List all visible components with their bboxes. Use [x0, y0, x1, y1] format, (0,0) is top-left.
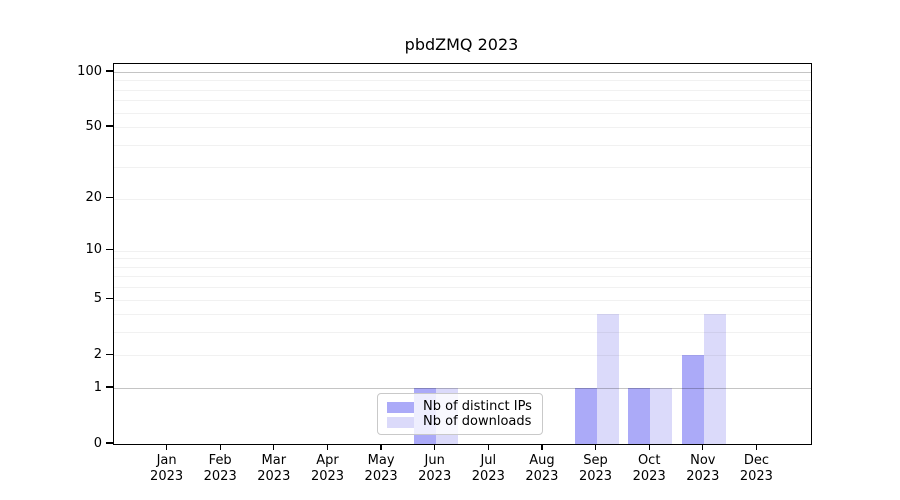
x-tick-mark — [219, 444, 221, 451]
x-tick-mark — [165, 444, 168, 451]
x-tick-label-year: 2023 — [632, 469, 666, 484]
x-tick-label-month: Jul — [480, 453, 497, 468]
y-tick-label: 2 — [93, 346, 102, 362]
x-tick-mark — [702, 444, 704, 451]
x-tick-mark — [380, 444, 382, 451]
x-tick-mark — [434, 444, 436, 451]
bar-nb-of-downloads — [650, 388, 673, 444]
x-tick-label: Nov 2023 — [673, 453, 733, 485]
x-tick-label-month: Feb — [208, 453, 232, 468]
bar-nb-of-distinct-ips — [681, 355, 704, 444]
y-tick-label: 5 — [93, 291, 102, 307]
y-tick-mark — [106, 386, 113, 388]
x-tick-mark — [648, 444, 650, 451]
legend-label-distinct-ips: Nb of distinct IPs — [423, 399, 532, 414]
x-tick-mark — [541, 444, 543, 451]
x-tick-label-year: 2023 — [150, 469, 184, 484]
legend-entry: Nb of distinct IPs — [387, 400, 533, 414]
legend-swatch-distinct-ips — [387, 401, 414, 413]
y-tick-label: 20 — [85, 190, 102, 206]
x-tick-label-year: 2023 — [257, 469, 291, 484]
x-tick-label-month: Dec — [743, 453, 769, 468]
x-tick-label: May 2023 — [351, 453, 411, 485]
x-tick-label: Sep 2023 — [566, 453, 626, 485]
legend-entry: Nb of downloads — [387, 415, 533, 429]
y-tick-label: 1 — [93, 379, 102, 395]
x-tick-label-month: Mar — [261, 453, 287, 468]
y-tick-mark — [106, 249, 113, 251]
bar-nb-of-downloads — [703, 314, 726, 444]
x-tick-label: Jun 2023 — [405, 453, 465, 485]
x-tick-mark — [755, 444, 758, 451]
x-tick-label: Jul 2023 — [458, 453, 518, 485]
chart-title: pbdZMQ 2023 — [404, 35, 519, 54]
y-tick-mark — [106, 297, 113, 300]
x-tick-label-year: 2023 — [364, 469, 398, 484]
x-tick-mark — [487, 444, 489, 451]
legend: Nb of distinct IPs Nb of downloads — [377, 393, 543, 435]
x-tick-label-month: Nov — [690, 453, 716, 468]
x-tick-label: Oct 2023 — [619, 453, 679, 485]
x-tick-label-year: 2023 — [739, 469, 773, 484]
y-tick-label: 100 — [77, 63, 102, 79]
x-tick-mark — [273, 444, 275, 451]
y-tick-mark — [106, 125, 113, 127]
y-tick-mark — [106, 442, 113, 444]
x-tick-label-year: 2023 — [471, 469, 505, 484]
x-tick-label: Feb 2023 — [190, 453, 250, 485]
x-tick-label-month: Apr — [316, 453, 339, 468]
y-tick-label: 10 — [85, 242, 102, 258]
y-tick-label: 50 — [85, 118, 102, 134]
y-tick-mark — [106, 196, 113, 199]
y-tick-label: 0 — [93, 435, 102, 451]
x-tick-label-year: 2023 — [578, 469, 613, 484]
x-tick-label-year: 2023 — [525, 469, 559, 484]
x-tick-label-month: Jun — [424, 453, 445, 468]
x-tick-label-year: 2023 — [310, 469, 345, 484]
bars-layer — [114, 64, 811, 444]
bar-nb-of-downloads — [596, 314, 619, 444]
bar-nb-of-distinct-ips — [628, 388, 651, 444]
x-tick-label-month: Jan — [156, 453, 177, 468]
x-tick-label-month: Sep — [583, 453, 608, 468]
x-tick-label: Apr 2023 — [298, 453, 358, 485]
x-tick-label: Jan 2023 — [137, 453, 197, 485]
plot-area — [113, 63, 812, 445]
legend-swatch-downloads — [387, 416, 414, 428]
x-tick-mark — [326, 444, 329, 451]
x-tick-label-month: Aug — [529, 453, 555, 468]
x-tick-label: Aug 2023 — [512, 453, 572, 485]
x-tick-mark — [594, 444, 597, 451]
x-tick-label-year: 2023 — [203, 469, 237, 484]
x-tick-label: Dec 2023 — [726, 453, 786, 485]
bar-nb-of-distinct-ips — [574, 388, 597, 444]
x-tick-label: Mar 2023 — [244, 453, 304, 485]
y-tick-mark — [106, 353, 113, 356]
x-tick-label-month: May — [367, 453, 395, 468]
x-tick-label-year: 2023 — [686, 469, 720, 484]
x-tick-label-year: 2023 — [418, 469, 452, 484]
y-tick-mark — [106, 70, 113, 72]
legend-label-downloads: Nb of downloads — [423, 414, 532, 429]
x-tick-label-month: Oct — [637, 453, 661, 468]
